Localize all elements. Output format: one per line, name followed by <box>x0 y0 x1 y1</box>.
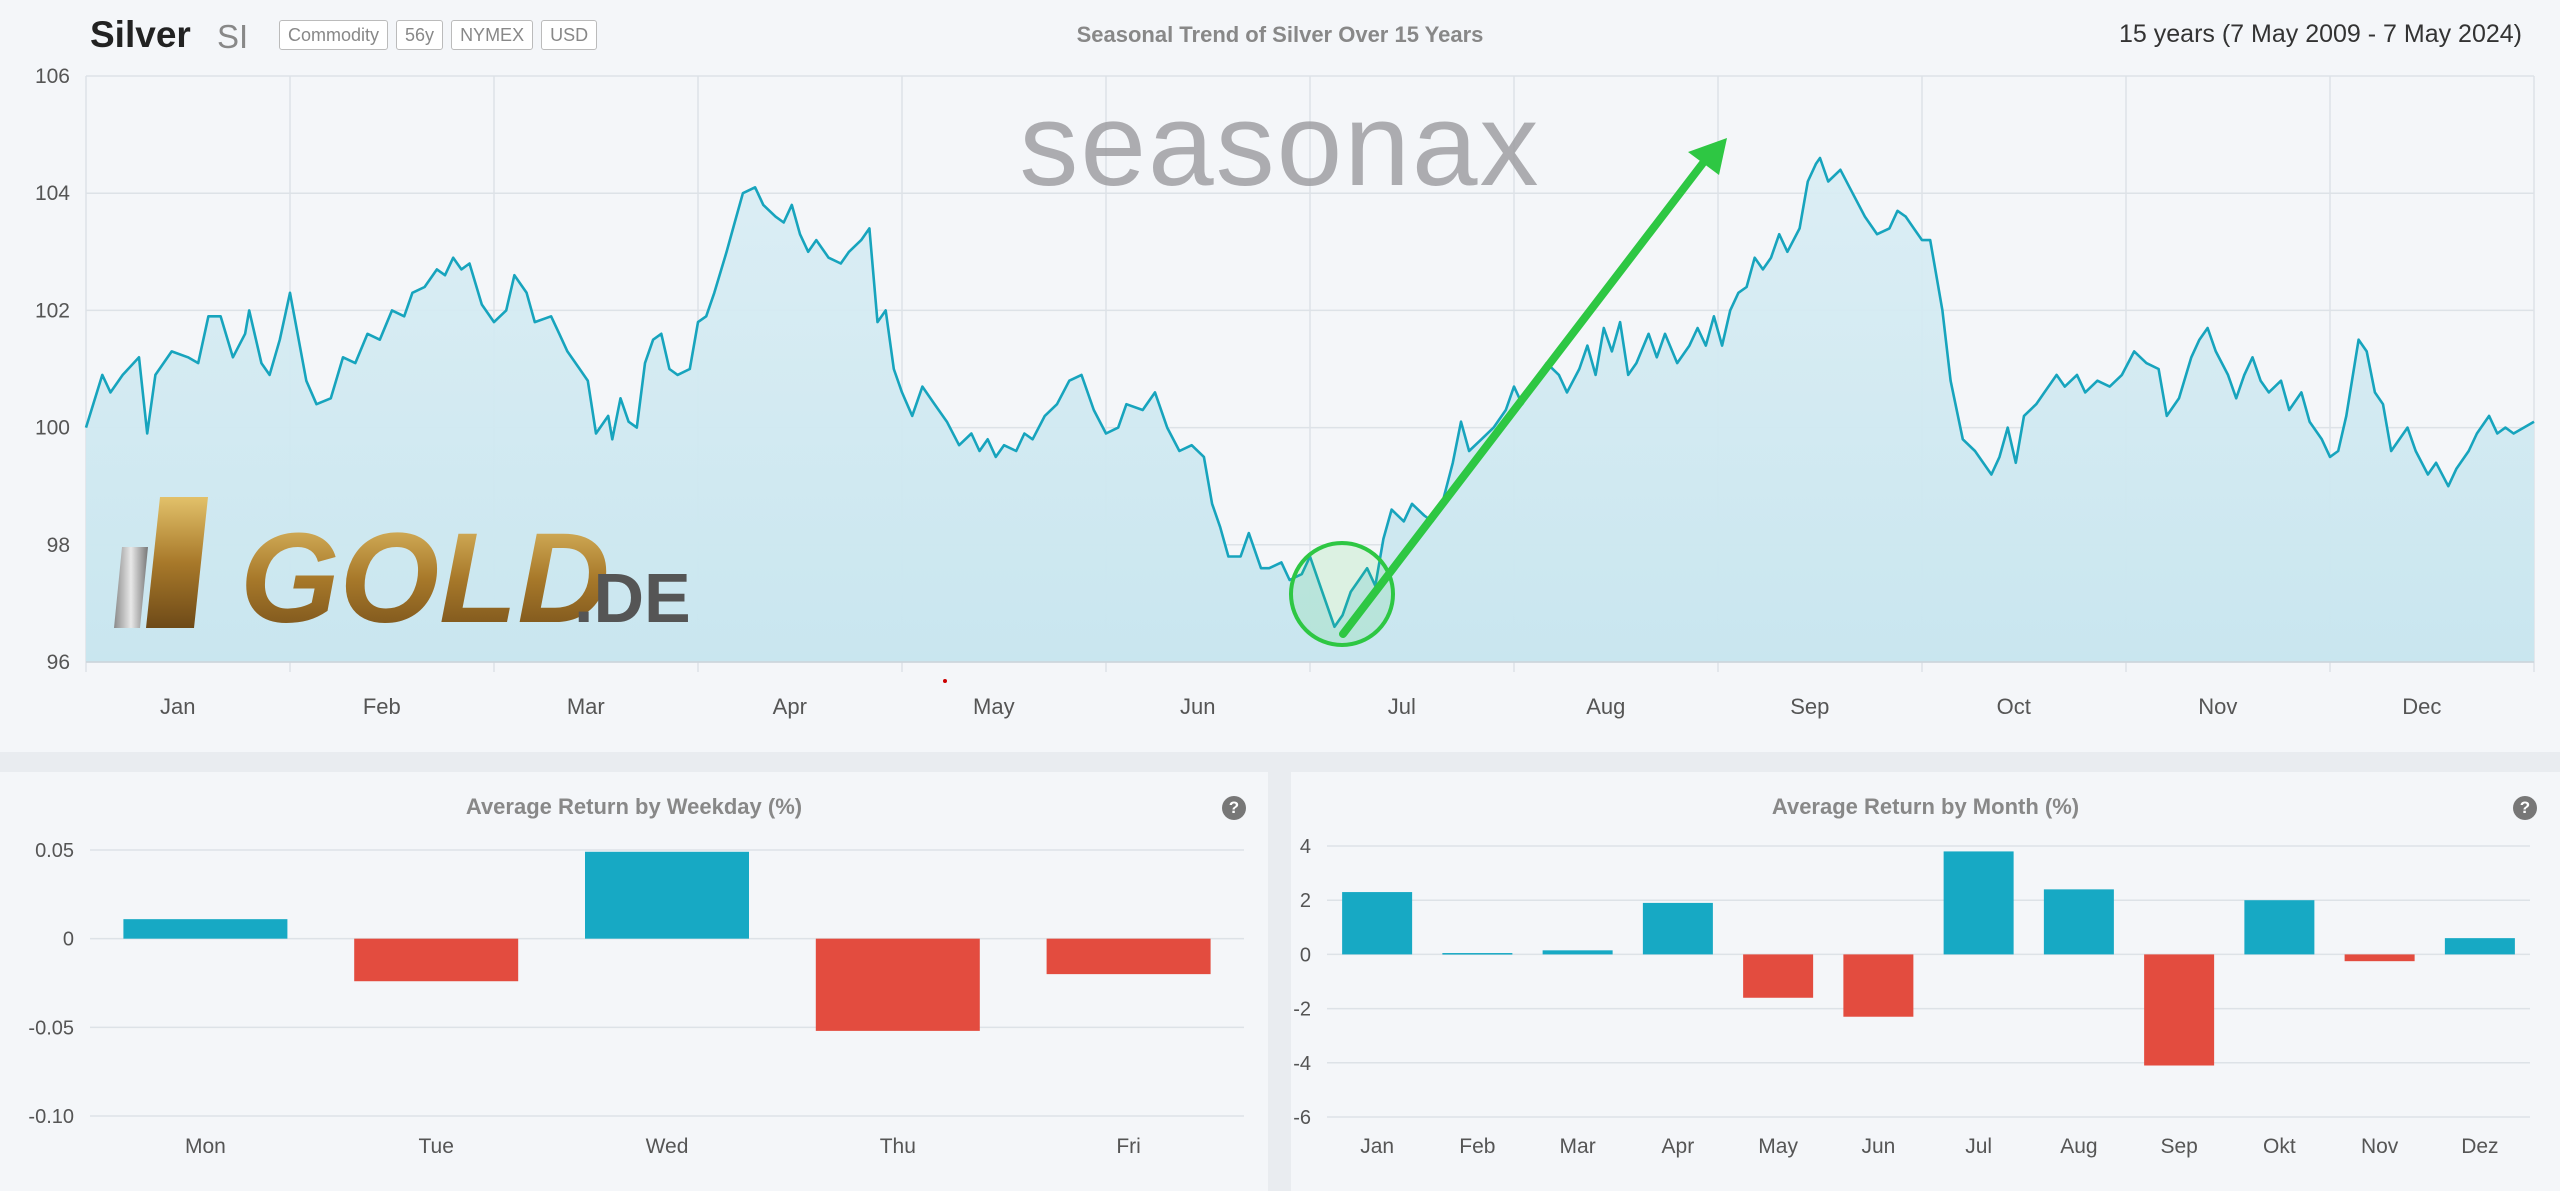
bar-thu[interactable] <box>815 938 980 1031</box>
tag-exchange[interactable]: NYMEX <box>451 20 534 50</box>
x-tick-label: Aug <box>1586 694 1625 719</box>
y-tick-label: 106 <box>35 65 70 88</box>
x-tick-label: Mon <box>185 1135 226 1158</box>
logo-text-suffix: .DE <box>574 559 691 637</box>
x-tick-label: Nov <box>2198 694 2237 719</box>
y-tick-label: 0.05 <box>35 840 74 862</box>
tag-asset-class[interactable]: Commodity <box>279 20 389 50</box>
bar-wed[interactable] <box>585 851 749 939</box>
weekday-bar-chart[interactable]: 0.05 0 -0.05 -0.10 Mon Tue Wed Thu Fri <box>0 772 1268 1191</box>
x-tick-label: Dec <box>2402 694 2441 719</box>
help-icon[interactable]: ? <box>2513 796 2537 820</box>
y-tick-label: 102 <box>35 299 70 322</box>
y-tick-label: -6 <box>1293 1107 1311 1129</box>
annotation-circle <box>1289 541 1395 647</box>
bar-jul[interactable] <box>1943 851 2014 955</box>
annotation-arrow <box>1339 159 1707 638</box>
x-tick-label: Mar <box>1560 1135 1596 1158</box>
y-tick-label: 96 <box>47 651 70 674</box>
x-tick-label: Apr <box>1662 1135 1695 1158</box>
y-axis: 96 98 100 102 104 106 <box>35 65 70 674</box>
x-tick-label: Sep <box>1790 694 1829 719</box>
help-icon[interactable]: ? <box>1222 796 1246 820</box>
y-tick-label: -4 <box>1293 1053 1311 1075</box>
x-tick-label: Okt <box>2263 1135 2296 1158</box>
y-tick-label: 98 <box>47 534 70 557</box>
instrument-ticker: SI <box>217 18 249 55</box>
weekday-chart-title: Average Return by Weekday (%) <box>465 794 803 819</box>
seasonal-chart-panel: Silver SI Commodity 56y NYMEX USD Season… <box>0 0 2560 752</box>
y-tick-label: 4 <box>1300 836 1311 858</box>
y-tick-label: -0.10 <box>28 1106 74 1128</box>
logo-silver-bar <box>114 547 148 628</box>
instrument-name: Silver <box>90 14 191 55</box>
x-tick-label: Fri <box>1116 1135 1141 1158</box>
annotation-group <box>1289 138 1727 647</box>
x-tick-label: Aug <box>2060 1135 2097 1158</box>
bar-mon[interactable] <box>123 919 288 939</box>
x-tick-label: Jan <box>160 694 195 719</box>
x-tick-label: Mar <box>567 694 605 719</box>
x-tick-label: Wed <box>646 1135 689 1158</box>
y-tick-label: 0 <box>63 929 74 951</box>
month-bar-chart[interactable]: 4 2 0 -2 -4 -6 Jan Feb Mar Apr May Jun Jul Aug Sep Okt N… <box>1291 772 2560 1191</box>
bar-mar[interactable] <box>1542 950 1613 955</box>
y-tick-label: -0.05 <box>28 1017 74 1039</box>
bar-jun[interactable] <box>1843 954 1914 1017</box>
weekday-returns-panel: Average Return by Weekday (%) ? 0.05 0 -0.… <box>0 772 1268 1191</box>
bar-okt[interactable] <box>2244 900 2315 955</box>
bar-may[interactable] <box>1743 954 1814 998</box>
x-tick-label: Jun <box>1180 694 1215 719</box>
seasonal-area <box>86 158 2534 662</box>
month-chart-title: Average Return by Month (%) <box>1771 794 2080 819</box>
x-tick-label: Dez <box>2461 1135 2498 1158</box>
x-tick-label: May <box>1758 1135 1798 1158</box>
red-dot-marker <box>943 679 947 683</box>
bar-dez[interactable] <box>2444 938 2515 955</box>
y-tick-label: 100 <box>35 417 70 440</box>
x-tick-label: Feb <box>1459 1135 1495 1158</box>
annotation-arrow-head <box>1688 138 1727 175</box>
x-tick-label: Thu <box>880 1135 916 1158</box>
x-tick-label: Jun <box>1861 1135 1895 1158</box>
tag-currency[interactable]: USD <box>541 20 598 50</box>
x-axis: Jan Feb Mar Apr May Jun Jul Aug Sep Oct Nov Dec <box>86 661 2534 719</box>
bar-nov[interactable] <box>2344 954 2415 962</box>
bar-jan[interactable] <box>1342 892 1413 955</box>
bar-aug[interactable] <box>2043 889 2114 955</box>
x-tick-label: Jan <box>1360 1135 1394 1158</box>
bar-fri[interactable] <box>1046 938 1211 975</box>
gold-de-logo: GOLD .DE <box>114 497 691 650</box>
bar-tue[interactable] <box>354 938 519 982</box>
date-range[interactable]: 15 years (7 May 2009 - 7 May 2024) <box>2119 20 2522 48</box>
x-tick-label: Jul <box>1965 1135 1992 1158</box>
month-returns-panel: Average Return by Month (%) ? 4 2 0 -2 -4 -6 J… <box>1291 772 2560 1191</box>
x-tick-label: Jul <box>1388 694 1416 719</box>
seasonal-line-chart[interactable]: 96 98 100 102 104 106 Jan Feb Mar Apr May Jun Jul Au… <box>0 0 2560 752</box>
x-tick-label: Nov <box>2361 1135 2399 1158</box>
x-tick-label: Feb <box>363 694 401 719</box>
instrument-tags: Commodity 56y NYMEX USD <box>279 20 598 50</box>
tag-history-length[interactable]: 56y <box>396 20 444 50</box>
y-tick-label: 0 <box>1300 944 1311 966</box>
seasonal-line <box>84 156 2535 629</box>
x-tick-label: Apr <box>773 694 807 719</box>
y-tick-label: 104 <box>35 182 70 205</box>
x-tick-label: Sep <box>2160 1135 2197 1158</box>
watermark: seasonax <box>1019 79 1540 211</box>
x-tick-label: Tue <box>418 1135 453 1158</box>
y-tick-label: 2 <box>1300 890 1311 912</box>
logo-text-main: GOLD <box>240 507 610 650</box>
bar-feb[interactable] <box>1442 953 1513 955</box>
x-tick-label: Oct <box>1997 694 2031 719</box>
y-tick-label: -2 <box>1293 999 1311 1021</box>
bar-apr[interactable] <box>1642 902 1713 955</box>
bar-sep[interactable] <box>2144 954 2215 1066</box>
logo-gold-bar <box>146 497 208 628</box>
x-tick-label: May <box>973 694 1015 719</box>
